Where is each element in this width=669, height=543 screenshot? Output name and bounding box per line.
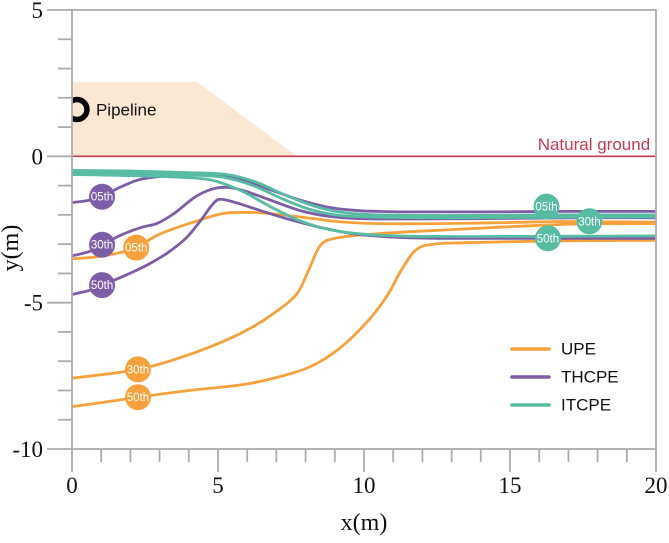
upe-50th-curve [72,238,656,408]
legend-item-upe: UPE [510,340,596,359]
x-tick-label: 15 [499,473,522,498]
y-tick-label: -10 [12,437,43,462]
upe-30th-marker-label: 30th [127,364,149,376]
upe-05th-marker [123,234,150,261]
itcpe-05th-curve [72,169,656,217]
pipeline-label: Pipeline [96,101,156,120]
x-axis-title: x(m) [341,510,388,536]
pipeline-annotation [72,96,90,123]
legend-item-itcpe: ITCPE [510,396,611,415]
y-axis-title: y(m) [0,225,24,272]
pipeline-annotation-layer: Pipeline [72,96,156,123]
upe-50th-marker [124,384,151,411]
upe-30th-curve [72,222,656,380]
pipeline-marker-icon [72,96,90,123]
thcpe-05th-marker [89,183,116,210]
upe-05th-marker-label: 05th [125,243,147,255]
legend-label-upe: UPE [561,340,596,359]
y-tick-label: 0 [32,144,44,169]
thcpe-50th-marker [89,272,116,299]
thcpe-30th-marker [89,231,116,258]
x-tick-label: 10 [353,473,376,498]
natural-ground-layer: Natural ground [72,135,656,158]
thcpe-50th-marker-label: 50th [91,280,113,292]
y-tick-label: -5 [24,291,43,316]
thcpe-30th-marker-label: 30th [91,240,113,252]
x-tick-label: 0 [66,473,78,498]
y-tick-label: 5 [32,0,44,23]
thcpe-05th-curve [72,173,656,214]
itcpe-50th-curve [72,173,656,238]
thcpe-05th-marker-label: 05th [91,192,113,204]
upe-50th-marker-label: 50th [127,392,149,404]
legend-label-thcpe: THCPE [561,368,619,387]
x-tick-label: 20 [645,473,668,498]
legend-item-thcpe: THCPE [510,368,619,387]
percentile-markers-layer: 05th 30th 50th 05th 30th 50th 05th 30th 50th [89,183,603,411]
itcpe-05th-marker [533,193,560,220]
upe-30th-marker [124,356,151,383]
thcpe-50th-curve [72,197,656,296]
curves-layer [72,169,656,408]
berm-region-layer [72,81,297,157]
itcpe-30th-marker [576,208,603,235]
legend: UPE THCPE ITCPE [510,340,619,415]
itcpe-05th-marker-label: 05th [535,202,557,214]
itcpe-30th-curve [72,171,656,220]
itcpe-30th-marker-label: 30th [578,216,600,228]
natural-ground-label: Natural ground [538,135,650,154]
itcpe-50th-marker [534,225,561,252]
x-tick-label: 5 [212,473,224,498]
itcpe-50th-marker-label: 50th [537,233,559,245]
berm-region [72,81,297,157]
legend-label-itcpe: ITCPE [561,396,611,415]
